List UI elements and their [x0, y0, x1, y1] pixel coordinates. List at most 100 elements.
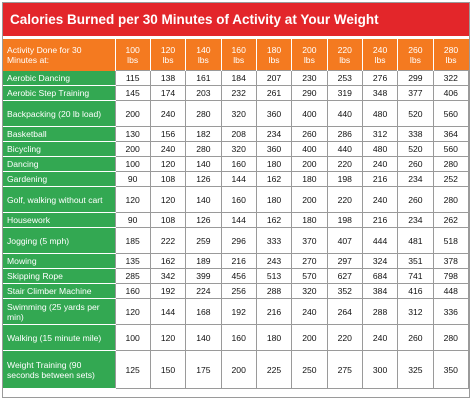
calorie-value: 198 — [326, 212, 363, 228]
calorie-value: 286 — [326, 126, 363, 142]
calorie-value: 125 — [114, 350, 151, 389]
calorie-value: 232 — [220, 85, 257, 101]
calorie-value: 208 — [220, 126, 257, 142]
activity-row: Gardening 90 108 126 144 162 180 198 216 234 252 — [3, 171, 470, 187]
calorie-value: 126 — [185, 171, 222, 187]
calorie-value: 216 — [255, 298, 293, 325]
activity-name: Aerobic Step Training — [3, 85, 115, 101]
calorie-value: 252 — [432, 171, 470, 187]
calorie-value: 261 — [255, 85, 293, 101]
calorie-value: 300 — [361, 350, 399, 389]
weight-header: 240 lbs — [361, 39, 398, 71]
calorie-value: 290 — [291, 85, 328, 101]
activity-row: Basketball 130 156 182 208 234 260 286 312 338 364 — [3, 126, 470, 142]
calorie-value: 360 — [255, 141, 293, 157]
calorie-value: 297 — [326, 253, 363, 269]
calorie-value: 200 — [291, 186, 328, 213]
activity-row: Golf, walking without cart 120 120 140 160 18… — [3, 186, 470, 213]
calorie-value: 448 — [432, 283, 470, 299]
calorie-value: 234 — [397, 171, 434, 187]
calorie-value: 222 — [149, 227, 187, 254]
calorie-value: 216 — [361, 171, 399, 187]
calorie-value: 240 — [361, 186, 399, 213]
calorie-value: 120 — [114, 298, 151, 325]
calorie-value: 216 — [220, 253, 257, 269]
calorie-value: 126 — [185, 212, 222, 228]
calorie-value: 480 — [361, 100, 399, 127]
calorie-value: 243 — [255, 253, 293, 269]
calorie-value: 100 — [114, 156, 151, 172]
calorie-value: 320 — [220, 141, 257, 157]
activity-row: Aerobic Step Training 145 174 203 232 261 290 3… — [3, 85, 470, 101]
calorie-value: 264 — [326, 298, 363, 325]
calorie-value: 100 — [114, 324, 151, 351]
calorie-value: 324 — [361, 253, 399, 269]
activity-row: Aerobic Dancing 115 138 161 184 207 230 253 276 2… — [3, 70, 470, 86]
activity-name: Jogging (5 mph) — [3, 227, 115, 254]
calorie-value: 108 — [149, 171, 187, 187]
calorie-value: 240 — [149, 141, 187, 157]
calorie-value: 320 — [220, 100, 257, 127]
calorie-value: 192 — [220, 298, 257, 325]
activity-name: Dancing — [3, 156, 115, 172]
calorie-value: 319 — [326, 85, 363, 101]
calorie-value: 240 — [361, 324, 399, 351]
calorie-value: 108 — [149, 212, 187, 228]
table-body: Aerobic Dancing 115 138 161 184 207 230 253 276 2… — [3, 70, 470, 389]
calorie-value: 184 — [220, 70, 257, 86]
calorie-value: 180 — [291, 212, 328, 228]
activity-name: Backpacking (20 lb load) — [3, 100, 115, 127]
calorie-value: 280 — [432, 156, 470, 172]
calorie-value: 220 — [326, 186, 363, 213]
calorie-value: 520 — [397, 141, 434, 157]
activity-name: Bicycling — [3, 141, 115, 157]
calorie-value: 144 — [220, 171, 257, 187]
calorie-value: 416 — [397, 283, 434, 299]
calorie-value: 364 — [432, 126, 470, 142]
calorie-value: 150 — [149, 350, 187, 389]
calorie-value: 560 — [432, 141, 470, 157]
activity-name: Weight Training (90 seconds between sets… — [3, 350, 115, 389]
weight-header: 100 lbs — [114, 39, 151, 71]
calorie-value: 348 — [361, 85, 399, 101]
calorie-value: 168 — [185, 298, 222, 325]
weight-header: 180 lbs — [255, 39, 292, 71]
calorie-value: 275 — [326, 350, 363, 389]
calorie-value: 440 — [326, 141, 363, 157]
weight-header: 120 lbs — [149, 39, 186, 71]
calorie-value: 220 — [326, 324, 363, 351]
activity-name: Golf, walking without cart — [3, 186, 115, 213]
activity-row: Dancing 100 120 140 160 180 200 220 240 260 280 — [3, 156, 470, 172]
calorie-value: 160 — [114, 283, 151, 299]
calorie-value: 352 — [326, 283, 363, 299]
activity-row: Backpacking (20 lb load) 200 240 280 320 360 4… — [3, 100, 470, 127]
calorie-value: 234 — [255, 126, 293, 142]
activity-row: Walking (15 minute mile) 100 120 140 160 180 2… — [3, 324, 470, 351]
calorie-value: 338 — [397, 126, 434, 142]
calorie-value: 320 — [291, 283, 328, 299]
activity-header: Activity Done for 30 Minutes at: — [3, 39, 115, 71]
calorie-value: 120 — [149, 324, 187, 351]
calorie-value: 312 — [397, 298, 434, 325]
calorie-value: 175 — [185, 350, 222, 389]
calorie-value: 185 — [114, 227, 151, 254]
calorie-value: 200 — [291, 324, 328, 351]
activity-row: Swimming (25 yards per min) 120 144 168 192 2… — [3, 298, 470, 325]
calorie-value: 161 — [185, 70, 222, 86]
calorie-value: 270 — [291, 253, 328, 269]
calorie-value: 189 — [185, 253, 222, 269]
calorie-value: 684 — [361, 268, 399, 284]
calorie-value: 520 — [397, 100, 434, 127]
calorie-value: 333 — [255, 227, 293, 254]
calorie-value: 162 — [255, 212, 293, 228]
activity-name: Aerobic Dancing — [3, 70, 115, 86]
activity-name: Skipping Rope — [3, 268, 115, 284]
calorie-value: 399 — [185, 268, 222, 284]
calorie-value: 224 — [185, 283, 222, 299]
calorie-value: 325 — [397, 350, 434, 389]
calorie-value: 192 — [149, 283, 187, 299]
activity-name: Housework — [3, 212, 115, 228]
calorie-value: 407 — [326, 227, 363, 254]
calorie-value: 276 — [361, 70, 399, 86]
calorie-value: 570 — [291, 268, 328, 284]
